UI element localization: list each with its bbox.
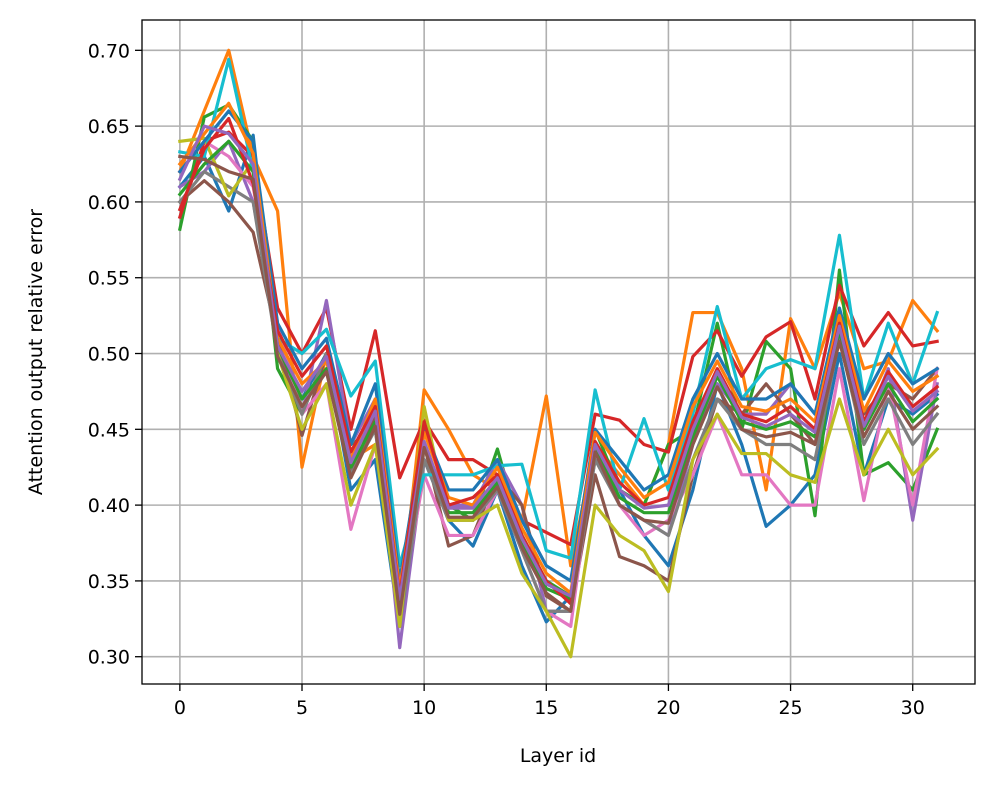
series-line-8 xyxy=(177,170,940,628)
x-tick-label: 0 xyxy=(174,697,186,719)
series-line-7 xyxy=(177,139,939,628)
y-tick-label: 0.50 xyxy=(88,344,130,366)
y-tick-label: 0.60 xyxy=(88,192,130,214)
y-tick-label: 0.35 xyxy=(88,571,130,593)
y-axis-label: Attention output relative error xyxy=(25,209,47,495)
series-line-16 xyxy=(178,154,940,616)
y-tick-label: 0.30 xyxy=(88,647,130,669)
x-tick-label: 25 xyxy=(778,697,802,719)
series-line-4 xyxy=(177,130,940,547)
series-line-9 xyxy=(178,136,940,659)
series-line-14 xyxy=(177,116,940,606)
grid-lines xyxy=(142,20,975,684)
y-tick-label: 0.55 xyxy=(88,268,130,290)
series-line-12 xyxy=(177,101,940,595)
plot-frame xyxy=(141,19,976,685)
y-tick-label: 0.45 xyxy=(88,419,130,441)
x-axis-ticks: 0 5 10 15 20 25 30 xyxy=(174,684,925,719)
series-line-10 xyxy=(177,57,940,568)
y-axis-ticks: 0.30 0.35 0.40 0.45 0.50 0.55 0.60 0.65 0.70 xyxy=(88,40,142,669)
x-tick-label: 30 xyxy=(901,697,925,719)
y-tick-label: 0.65 xyxy=(88,116,130,138)
x-tick-label: 15 xyxy=(534,697,558,719)
series-line-2 xyxy=(177,48,940,613)
series-line-11 xyxy=(177,109,940,583)
x-tick-label: 20 xyxy=(656,697,680,719)
x-axis-label: Layer id xyxy=(520,745,596,767)
y-tick-label: 0.70 xyxy=(88,40,130,62)
x-tick-label: 10 xyxy=(412,697,436,719)
y-tick-label: 0.40 xyxy=(88,495,130,517)
x-tick-label: 5 xyxy=(296,697,308,719)
series-lines xyxy=(177,48,940,659)
series-line-15 xyxy=(177,124,940,601)
